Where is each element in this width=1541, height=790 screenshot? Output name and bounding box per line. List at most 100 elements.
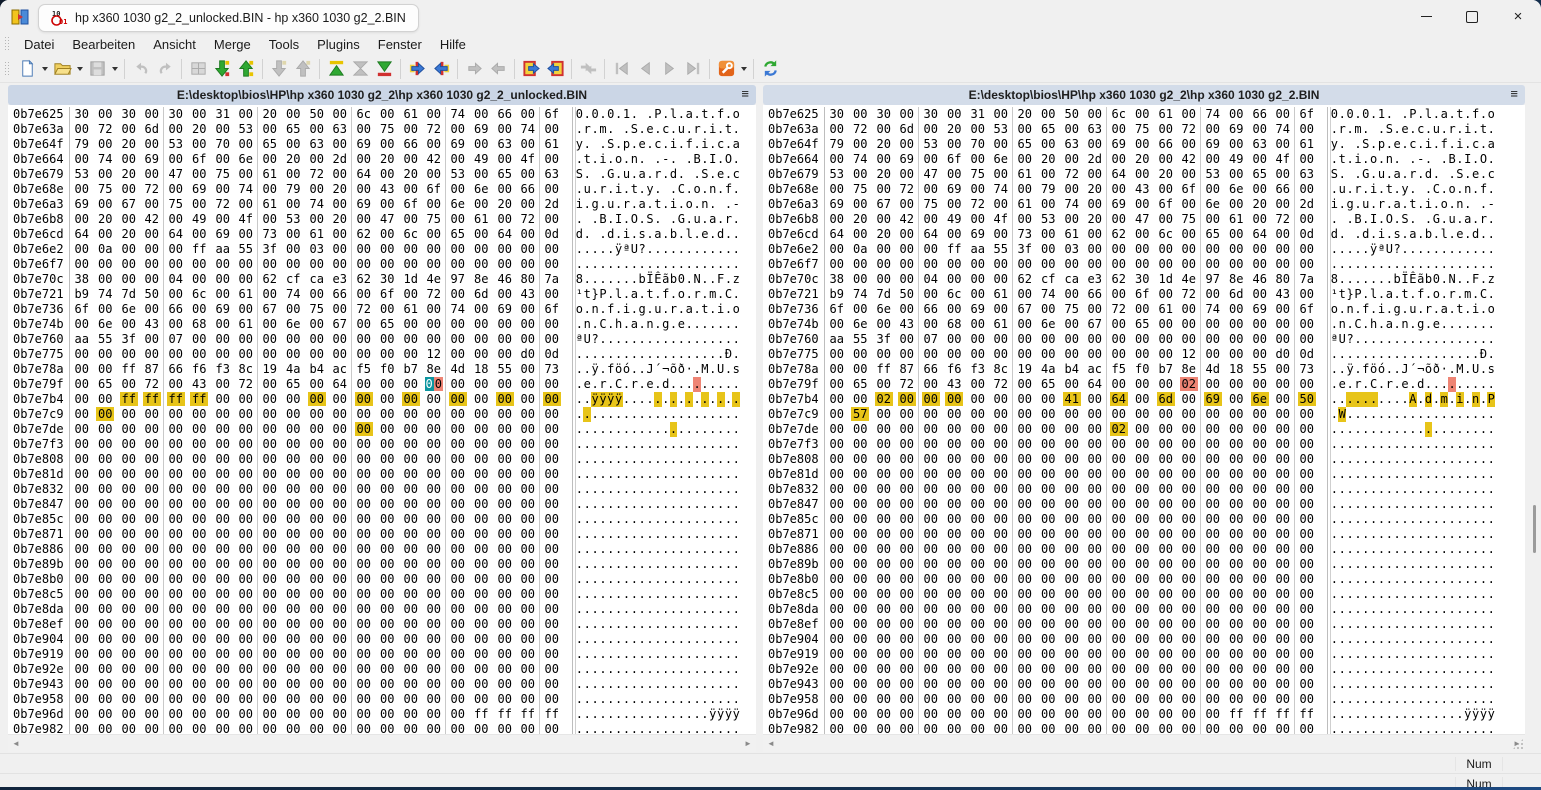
hex-byte[interactable]: 00 <box>192 302 207 316</box>
ascii-char[interactable]: . <box>591 617 599 631</box>
hex-byte[interactable]: 00 <box>262 632 277 646</box>
ascii-char[interactable]: . <box>638 587 646 601</box>
ascii-char[interactable]: O <box>1385 212 1393 226</box>
hex-byte[interactable]: 72 <box>423 287 446 302</box>
hex-byte[interactable]: 00 <box>450 572 465 586</box>
ascii-char[interactable]: e <box>583 377 591 391</box>
ascii-char[interactable]: . <box>677 482 685 496</box>
ascii-char[interactable]: S <box>646 212 654 226</box>
ascii-char[interactable]: . <box>1330 482 1339 496</box>
ascii-char[interactable]: . <box>677 557 685 571</box>
hex-byte[interactable]: 00 <box>380 137 395 151</box>
hex-byte[interactable]: 20 <box>329 212 352 227</box>
ascii-char[interactable]: P <box>599 287 607 301</box>
hex-byte[interactable]: 00 <box>1041 302 1056 316</box>
ascii-char[interactable]: . <box>607 317 615 331</box>
ascii-char[interactable]: . <box>638 557 646 571</box>
ascii-char[interactable]: . <box>591 542 599 556</box>
hex-byte[interactable]: 00 <box>423 452 446 467</box>
hex-byte[interactable]: 00 <box>829 542 844 556</box>
hex-byte[interactable]: 00 <box>215 272 230 286</box>
ascii-char[interactable]: . <box>716 332 725 346</box>
ascii-char[interactable]: . <box>1401 227 1409 241</box>
ascii-char[interactable]: . <box>630 407 638 421</box>
hex-byte[interactable]: 00 <box>1158 452 1173 466</box>
ascii-char[interactable]: . <box>1409 182 1417 196</box>
ascii-char[interactable]: . <box>1487 407 1495 421</box>
ascii-char[interactable]: y <box>575 137 584 151</box>
hex-byte[interactable]: 00 <box>168 527 183 541</box>
ascii-char[interactable]: ÿ <box>606 392 615 407</box>
ascii-char[interactable]: . <box>724 557 733 571</box>
ascii-char[interactable]: . <box>575 122 584 136</box>
ascii-char[interactable]: . <box>599 572 607 586</box>
hex-byte[interactable]: 61 <box>309 227 324 241</box>
ascii-char[interactable]: . <box>575 242 584 256</box>
hex-byte[interactable]: 00 <box>1064 677 1079 691</box>
hex-byte[interactable]: 00 <box>309 332 324 346</box>
hex-byte[interactable]: 00 <box>168 647 183 661</box>
ascii-char[interactable]: O <box>630 212 638 226</box>
hex-byte[interactable]: 42 <box>1178 152 1201 167</box>
ascii-char[interactable]: . <box>685 527 693 541</box>
hex-byte[interactable]: 00 <box>1252 257 1267 271</box>
ascii-char[interactable]: l <box>669 107 678 121</box>
hex-byte[interactable]: 00 <box>403 467 418 481</box>
hex-byte[interactable]: 00 <box>517 482 540 497</box>
hex-byte[interactable]: 00 <box>309 122 324 136</box>
hex-byte[interactable]: 00 <box>1272 632 1295 647</box>
ascii-char[interactable]: . <box>1393 437 1401 451</box>
ascii-char[interactable]: . <box>1346 587 1354 601</box>
ascii-char[interactable]: . <box>1432 227 1440 241</box>
hex-byte[interactable]: 00 <box>1017 527 1032 541</box>
hex-byte[interactable]: 65 <box>853 377 868 391</box>
hex-byte[interactable]: 00 <box>1064 632 1079 646</box>
ascii-char[interactable]: . <box>662 527 670 541</box>
hex-byte[interactable]: 00 <box>450 512 465 526</box>
ascii-char[interactable]: . <box>1456 662 1464 676</box>
hex-byte[interactable]: 00 <box>1272 527 1295 542</box>
hex-byte[interactable]: 00 <box>168 617 183 631</box>
ascii-char[interactable]: . <box>1362 122 1370 136</box>
ascii-char[interactable]: . <box>724 392 733 406</box>
hex-byte[interactable]: 00 <box>450 422 465 436</box>
ascii-char[interactable]: S <box>701 167 709 181</box>
hex-byte[interactable]: 00 <box>168 257 183 271</box>
hex-byte[interactable]: 00 <box>896 467 919 482</box>
ascii-char[interactable]: . <box>724 407 733 421</box>
ascii-char[interactable]: . <box>1424 287 1433 301</box>
ascii-char[interactable]: . <box>654 407 662 421</box>
hex-byte[interactable]: 00 <box>121 407 136 421</box>
hex-byte[interactable]: 00 <box>309 512 324 526</box>
ascii-char[interactable]: . <box>1354 602 1362 616</box>
ascii-char[interactable]: o <box>1370 152 1378 166</box>
ascii-char[interactable]: . <box>1448 632 1456 646</box>
hex-byte[interactable]: 00 <box>1205 287 1220 301</box>
ascii-char[interactable]: . <box>1409 557 1417 571</box>
hex-byte[interactable]: 00 <box>1041 557 1056 571</box>
ascii-char[interactable]: . <box>709 437 717 451</box>
hex-byte[interactable]: 00 <box>1135 692 1150 706</box>
ascii-char[interactable]: . <box>709 662 717 676</box>
hex-byte[interactable]: 00 <box>235 407 258 422</box>
ascii-char[interactable]: r <box>1354 182 1362 196</box>
ascii-char[interactable]: d <box>1330 227 1339 241</box>
ascii-char[interactable]: . <box>1361 392 1370 407</box>
hex-byte[interactable]: 7d <box>121 287 136 301</box>
ascii-char[interactable]: . <box>1479 482 1488 496</box>
ascii-char[interactable]: . <box>630 137 638 151</box>
hex-byte[interactable]: 00 <box>168 347 183 361</box>
hex-byte[interactable]: 00 <box>262 317 277 331</box>
ascii-char[interactable]: t <box>701 302 709 316</box>
hex-byte[interactable]: 00 <box>474 452 489 466</box>
hex-byte[interactable]: 00 <box>1017 692 1032 706</box>
hex-byte[interactable]: 00 <box>497 182 512 196</box>
ascii-char[interactable]: . <box>1385 497 1393 511</box>
ascii-char[interactable]: . <box>1393 407 1401 421</box>
ascii-char[interactable]: . <box>607 467 615 481</box>
document-tab[interactable]: 10 01 hp x360 1030 g2_2_unlocked.BIN - h… <box>38 3 419 32</box>
ascii-char[interactable]: t <box>654 197 662 211</box>
hex-byte[interactable]: 00 <box>1064 437 1079 451</box>
hex-byte[interactable]: 00 <box>474 107 489 121</box>
hex-byte[interactable]: b7 <box>1158 362 1173 376</box>
